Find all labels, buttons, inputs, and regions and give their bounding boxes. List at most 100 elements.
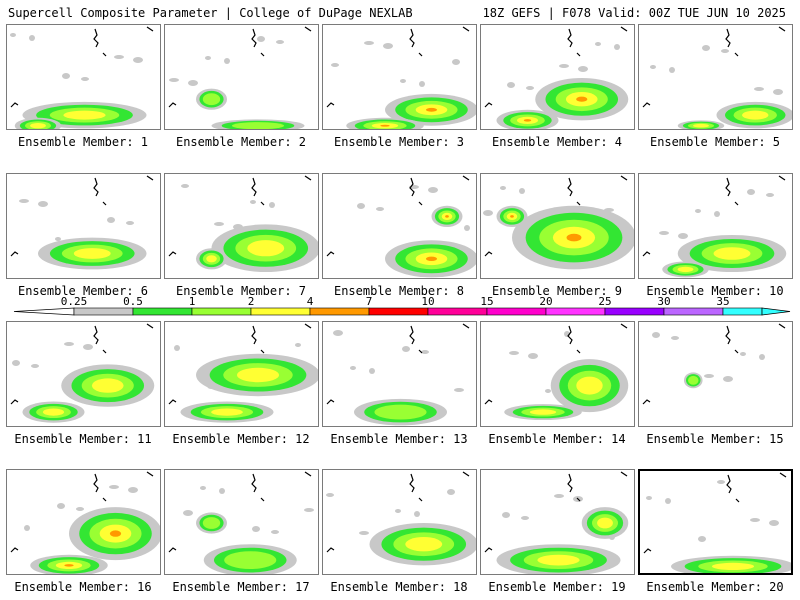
ensemble-panel-6[interactable] bbox=[6, 173, 161, 279]
coastline bbox=[10, 102, 19, 108]
scp-contour bbox=[669, 67, 675, 73]
coastline bbox=[102, 349, 107, 354]
ensemble-panel-15[interactable] bbox=[638, 321, 793, 427]
coastline bbox=[567, 28, 573, 48]
scp-contour bbox=[81, 77, 89, 81]
coastline bbox=[251, 473, 257, 493]
scp-contour bbox=[576, 376, 603, 395]
ensemble-panel-2[interactable] bbox=[164, 24, 319, 130]
scp-map bbox=[168, 323, 318, 423]
scp-contour bbox=[205, 56, 211, 60]
scp-contour bbox=[350, 366, 356, 370]
scp-contour bbox=[200, 486, 206, 490]
scp-map bbox=[484, 471, 629, 574]
coastline bbox=[93, 325, 99, 345]
scp-contour bbox=[773, 89, 783, 95]
scp-contour bbox=[646, 496, 652, 500]
ensemble-panel-5[interactable] bbox=[638, 24, 793, 130]
ensemble-panel-7[interactable] bbox=[164, 173, 319, 279]
ensemble-panel-8[interactable] bbox=[322, 173, 477, 279]
scp-map bbox=[642, 175, 787, 278]
ensemble-member-label: Ensemble Member: 15 bbox=[646, 432, 784, 446]
legend-swatch bbox=[132, 307, 193, 316]
scp-contour bbox=[383, 43, 393, 49]
scp-contour bbox=[10, 33, 16, 37]
scp-contour bbox=[695, 209, 701, 213]
scp-contour bbox=[174, 345, 180, 351]
scp-contour bbox=[63, 110, 106, 120]
scp-map bbox=[326, 26, 476, 129]
ensemble-panel-18[interactable] bbox=[322, 469, 477, 575]
coastline bbox=[168, 251, 177, 257]
scp-contour bbox=[295, 343, 301, 347]
ensemble-panel-13[interactable] bbox=[322, 321, 477, 427]
coastline bbox=[778, 323, 786, 329]
scp-contour bbox=[519, 188, 525, 194]
coastline bbox=[251, 325, 257, 345]
ensemble-panel-3[interactable] bbox=[322, 24, 477, 130]
scp-contour bbox=[24, 525, 30, 531]
coastline bbox=[620, 26, 628, 32]
scp-contour bbox=[395, 509, 401, 513]
legend-arrow-right bbox=[761, 307, 791, 316]
scp-contour bbox=[91, 378, 124, 393]
coastline bbox=[93, 28, 99, 48]
scp-contour bbox=[38, 201, 48, 207]
ensemble-panel-9[interactable] bbox=[480, 173, 635, 279]
coastline bbox=[93, 473, 99, 493]
coastline bbox=[484, 547, 493, 553]
coastline bbox=[409, 28, 415, 48]
ensemble-member-label: Ensemble Member: 1 bbox=[17, 135, 149, 149]
coastline bbox=[102, 201, 107, 206]
ensemble-panel-19[interactable] bbox=[480, 469, 635, 575]
coastline bbox=[168, 399, 177, 405]
ensemble-member-label: Ensemble Member: 3 bbox=[333, 135, 465, 149]
legend-tick-label: 2 bbox=[248, 295, 255, 308]
coastline bbox=[484, 251, 493, 257]
ensemble-panel-10[interactable] bbox=[638, 173, 793, 279]
ensemble-panel-1[interactable] bbox=[6, 24, 161, 130]
scp-contour bbox=[19, 199, 29, 203]
coastline bbox=[725, 325, 731, 345]
scp-contour bbox=[704, 374, 714, 378]
scp-contour bbox=[502, 512, 510, 518]
scp-contour bbox=[57, 503, 65, 509]
ensemble-panel-12[interactable] bbox=[164, 321, 319, 427]
legend-swatch bbox=[722, 307, 763, 316]
scp-contour bbox=[380, 124, 390, 127]
legend-tick-label: 0.5 bbox=[123, 295, 143, 308]
ensemble-panel-16[interactable] bbox=[6, 469, 161, 575]
scp-contour bbox=[559, 64, 569, 68]
scp-contour bbox=[523, 119, 532, 122]
run-info: 18Z GEFS | F078 Valid: 00Z TUE JUN 10 20… bbox=[482, 6, 786, 20]
coastline bbox=[778, 175, 786, 181]
color-legend: 0.25 0.5 1 2 4 7 10 15 20 25 30 35 bbox=[13, 295, 791, 316]
ensemble-panel-11[interactable] bbox=[6, 321, 161, 427]
scp-contour bbox=[76, 507, 84, 511]
coastline bbox=[326, 547, 335, 553]
ensemble-panel-20[interactable] bbox=[638, 469, 793, 575]
coastline bbox=[576, 497, 581, 502]
ensemble-panel-17[interactable] bbox=[164, 469, 319, 575]
scp-contour bbox=[42, 408, 65, 416]
ensemble-panel-4[interactable] bbox=[480, 24, 635, 130]
scp-contour bbox=[64, 342, 74, 346]
scp-contour bbox=[652, 332, 660, 338]
scp-contour bbox=[402, 346, 410, 352]
scp-contour bbox=[665, 498, 671, 504]
scp-map bbox=[326, 471, 476, 566]
scp-contour bbox=[304, 508, 314, 512]
scp-contour bbox=[717, 480, 725, 484]
coastline bbox=[642, 102, 651, 108]
scp-contour bbox=[206, 255, 217, 263]
scp-contour bbox=[769, 520, 779, 526]
coastline bbox=[304, 175, 312, 181]
coastline bbox=[304, 26, 312, 32]
ensemble-panel-14[interactable] bbox=[480, 321, 635, 427]
coastline bbox=[576, 201, 581, 206]
scp-contour bbox=[269, 202, 275, 208]
ensemble-member-label: Ensemble Member: 13 bbox=[330, 432, 468, 446]
scp-contour bbox=[713, 247, 751, 260]
scp-contour bbox=[202, 93, 221, 106]
coastline bbox=[326, 399, 335, 405]
